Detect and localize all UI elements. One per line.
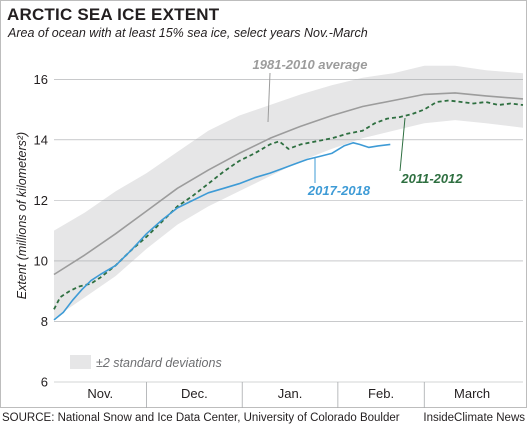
y-tick-label: 8 <box>41 314 48 329</box>
label-2011-2012: 2011-2012 <box>400 171 463 186</box>
x-month-label: Feb. <box>368 386 394 401</box>
chart-subtitle: Area of ocean with at least 15% sea ice,… <box>8 26 368 40</box>
publisher-credit: InsideClimate News <box>423 412 525 424</box>
y-tick-label: 12 <box>34 193 48 208</box>
x-month-label: Nov. <box>87 386 113 401</box>
sea-ice-chart: 6 8 10 12 14 16 Nov. Dec. Jan. Feb. March Extent (m… <box>15 57 524 408</box>
source-note: SOURCE: National Snow and Ice Data Cente… <box>2 412 400 424</box>
y-tick-label: 16 <box>34 72 48 87</box>
y-axis-label: Extent (millions of kilometers²) <box>15 132 29 299</box>
x-month-label: March <box>454 386 490 401</box>
y-tick-label: 6 <box>41 375 48 390</box>
label-2017-2018: 2017-2018 <box>307 183 371 198</box>
chart-title: ARCTIC SEA ICE EXTENT <box>7 5 220 24</box>
label-1981-2010-average: 1981-2010 average <box>253 57 368 72</box>
x-month-label: Jan. <box>278 386 303 401</box>
line-2017-2018 <box>53 142 391 321</box>
legend-swatch <box>70 355 91 369</box>
y-tick-label: 14 <box>34 132 48 147</box>
chart-frame <box>0 0 527 408</box>
legend-label: ±2 standard deviations <box>96 356 222 370</box>
std-dev-band <box>54 65 523 319</box>
x-month-label: Dec. <box>181 386 208 401</box>
leader-line <box>399 117 406 172</box>
average-line <box>53 92 524 276</box>
leader-line <box>267 72 271 123</box>
y-tick-label: 10 <box>34 253 48 268</box>
